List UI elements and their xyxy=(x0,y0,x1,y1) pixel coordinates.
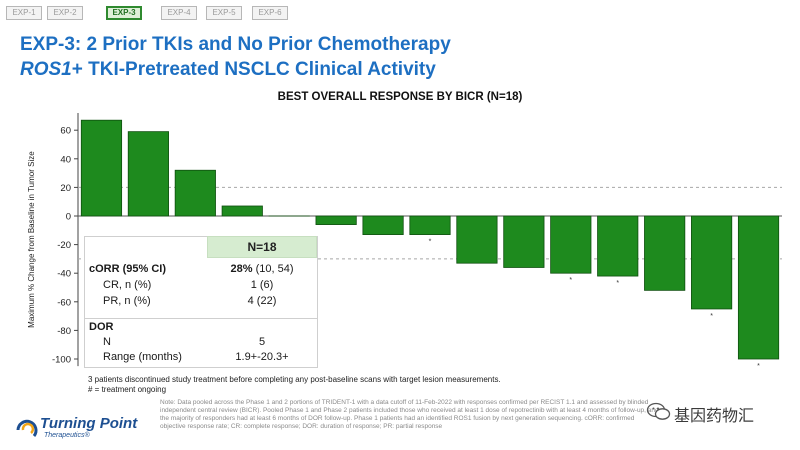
ongoing-marker: * xyxy=(757,363,760,370)
bar xyxy=(503,215,545,268)
page-subtitle: ROS1+ TKI-Pretreated NSCLC Clinical Acti… xyxy=(20,59,436,81)
bar xyxy=(644,215,686,291)
pr-value: 4 (22) xyxy=(247,295,277,307)
ongoing-marker: * xyxy=(569,277,572,284)
dor-label: DOR xyxy=(89,321,114,333)
y-tick-label: -60 xyxy=(57,297,71,308)
bar xyxy=(174,169,216,217)
tab-exp-4[interactable]: EXP-4 xyxy=(161,6,197,20)
wechat-icon xyxy=(646,402,671,420)
y-tick-label: 0 xyxy=(66,212,71,223)
company-logo: Turning Point Therapeutics® xyxy=(14,414,144,444)
corr-value: 28% (10, 54) xyxy=(207,263,317,275)
table-header: N=18 xyxy=(207,236,317,258)
bar xyxy=(550,215,592,274)
cr-value: 1 (6) xyxy=(250,279,274,291)
range-value: 1.9+-20.3+ xyxy=(235,351,289,363)
tab-exp-1[interactable]: EXP-1 xyxy=(6,6,42,20)
tab-exp-5[interactable]: EXP-5 xyxy=(206,6,242,20)
ongoing-marker: * xyxy=(616,280,619,287)
bar xyxy=(691,215,733,310)
logo-name: Turning Point xyxy=(40,415,138,432)
corr-value-rest: (10, 54) xyxy=(252,263,294,275)
watermark-text: 基因药物汇 xyxy=(674,408,755,425)
footnote-ongoing: # = treatment ongoing xyxy=(88,385,167,394)
page-title: EXP-3: 2 Prior TKIs and No Prior Chemoth… xyxy=(20,34,451,55)
logo-swirl-icon xyxy=(16,419,38,437)
bar xyxy=(80,119,123,217)
subtitle-rest: + TKI-Pretreated NSCLC Clinical Activity xyxy=(71,59,436,80)
response-table: N=18 cORR (95% CI) 28% (10, 54) CR, n (%… xyxy=(84,236,318,368)
y-tick-label: -20 xyxy=(57,240,71,251)
y-axis-label: Maximum % Change from Baseline in Tumor … xyxy=(27,151,36,328)
y-tick-label: -80 xyxy=(57,326,71,337)
chart-title: BEST OVERALL RESPONSE BY BICR (N=18) xyxy=(277,91,523,103)
bar xyxy=(362,215,404,235)
n-value: 5 xyxy=(258,336,266,348)
corr-label: cORR (95% CI) xyxy=(89,263,167,275)
n-label: N xyxy=(103,336,111,348)
bar xyxy=(456,215,498,264)
table-separator xyxy=(85,318,317,319)
tab-exp-2[interactable]: EXP-2 xyxy=(47,6,83,20)
pr-label: PR, n (%) xyxy=(103,295,151,307)
bar xyxy=(315,215,357,225)
ongoing-marker: * xyxy=(710,313,713,320)
y-tick-label: 40 xyxy=(60,154,71,165)
bar xyxy=(127,131,169,217)
subtitle-gene: ROS1 xyxy=(20,59,72,80)
bar xyxy=(221,205,263,217)
y-tick-label: 20 xyxy=(60,183,71,194)
y-tick-label: -40 xyxy=(57,269,71,280)
bar xyxy=(409,215,451,235)
logo-subtitle: Therapeutics® xyxy=(44,432,90,439)
tab-exp-3[interactable]: EXP-3 xyxy=(106,6,142,20)
methods-note: Note: Data pooled across the Phase 1 and… xyxy=(160,399,659,430)
bar xyxy=(737,215,780,360)
footnote-discontinued: 3 patients discontinued study treatment … xyxy=(88,375,501,384)
cr-label: CR, n (%) xyxy=(103,279,152,291)
range-label: Range (months) xyxy=(103,351,182,363)
y-tick-label: 60 xyxy=(60,126,71,137)
ongoing-marker: * xyxy=(429,239,432,246)
watermark: 基因药物汇 xyxy=(646,400,796,425)
bar xyxy=(597,215,639,277)
corr-value-bold: 28% xyxy=(230,263,253,275)
y-tick-label: -100 xyxy=(52,355,71,366)
tab-exp-6[interactable]: EXP-6 xyxy=(252,6,288,20)
